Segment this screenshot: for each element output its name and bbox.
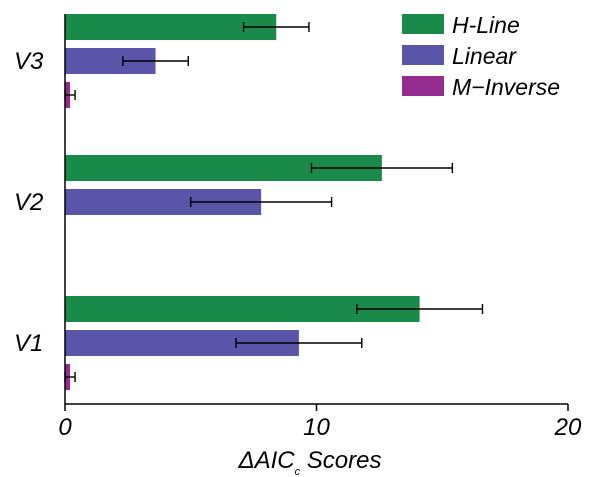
category-label-v2: V2 bbox=[14, 189, 43, 216]
bar-v3-h-line bbox=[65, 14, 277, 40]
error-bar-v1-h-line bbox=[356, 304, 484, 314]
legend-label-linear: Linear bbox=[452, 43, 517, 69]
legend-swatch-linear bbox=[402, 45, 444, 65]
x-axis-title: ΔAICc Scores bbox=[238, 447, 382, 477]
legend: H-Line Linear M−Inverse bbox=[402, 12, 560, 100]
legend-label-h-line: H-Line bbox=[452, 12, 520, 38]
error-bar-v2-h-line bbox=[310, 163, 454, 173]
x-axis-title-suffix: Scores bbox=[300, 447, 381, 474]
category-label-v1: V1 bbox=[14, 330, 43, 357]
category-labels: V3 V2 V1 bbox=[14, 48, 44, 357]
bars-layer bbox=[65, 14, 420, 390]
legend-swatch-h-line bbox=[402, 14, 444, 34]
x-tick-label: 10 bbox=[303, 414, 330, 441]
category-label-v3: V3 bbox=[14, 48, 44, 75]
error-bars-layer bbox=[64, 22, 484, 382]
x-tick-label: 20 bbox=[554, 414, 582, 441]
x-tick-label: 0 bbox=[58, 414, 72, 441]
error-bar-v2-linear bbox=[190, 197, 333, 207]
x-axis-title-main: ΔAIC bbox=[238, 447, 296, 474]
x-axis-title-subscript: c bbox=[295, 466, 301, 477]
error-bar-v1-linear bbox=[235, 338, 363, 348]
legend-swatch-m-inverse bbox=[402, 76, 444, 96]
legend-label-m-inverse: M−Inverse bbox=[452, 74, 560, 100]
error-bar-v3-h-line bbox=[242, 22, 310, 32]
error-bar-v3-linear bbox=[122, 56, 189, 66]
x-ticks: 0 10 20 bbox=[58, 404, 582, 441]
